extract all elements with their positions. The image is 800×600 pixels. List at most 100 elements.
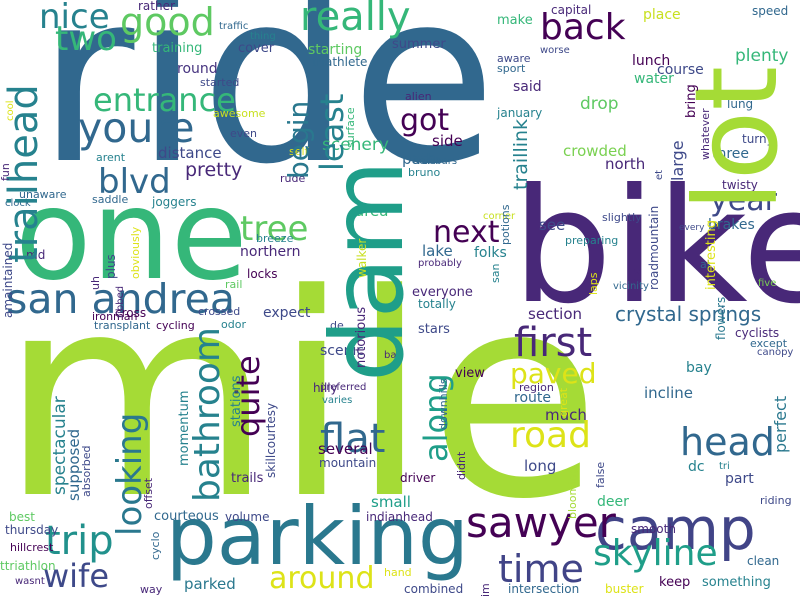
word: mountain (319, 456, 377, 470)
word: much (545, 406, 587, 424)
word: odor (221, 318, 246, 331)
word-vertical: amaintained (1, 242, 15, 318)
word: triathlete (312, 55, 368, 69)
word: thing (250, 31, 276, 42)
word: next (433, 215, 500, 250)
word: bay (686, 360, 712, 376)
word-vertical: fun (0, 163, 12, 181)
word: courteous (154, 509, 219, 524)
word: path (402, 150, 437, 168)
word-vertical: false (594, 461, 607, 488)
word: keep (659, 575, 691, 590)
word: got (400, 103, 450, 138)
word-vertical: momentum (177, 390, 192, 466)
word: combined (404, 582, 464, 596)
word: breeze (256, 232, 294, 245)
word: bad (384, 350, 403, 361)
word-vertical: im (479, 583, 492, 597)
word-vertical: plus (104, 254, 118, 279)
word: hilly (313, 381, 338, 395)
word: head (680, 420, 775, 464)
word: canopy (757, 347, 794, 358)
word: al (700, 258, 710, 271)
word: vicinity (613, 281, 649, 292)
word: varies (322, 395, 353, 406)
word: round (177, 61, 218, 77)
word-vertical: large (668, 140, 687, 181)
word-vertical: obviously (129, 226, 142, 279)
word: self (289, 145, 309, 158)
word-vertical: uh (89, 276, 102, 290)
word: small (371, 493, 411, 511)
word-vertical: et (654, 169, 665, 180)
word: around (269, 561, 375, 596)
word: cover (238, 41, 275, 56)
word: several (318, 440, 373, 458)
word: pretty (185, 159, 243, 181)
word: three (712, 146, 750, 162)
word-vertical: roadmountain (647, 205, 661, 290)
word: alien (405, 90, 432, 103)
word: training (152, 41, 203, 56)
word: make (497, 13, 533, 28)
word: expect (263, 305, 311, 321)
word: summer (392, 37, 446, 52)
word: bruno (408, 166, 441, 179)
word: blvd (98, 162, 171, 202)
word-vertical: walker (355, 238, 369, 278)
word: north (605, 155, 646, 173)
word: preparing (565, 234, 619, 247)
word-vertical: perfect (771, 395, 790, 453)
word: cross (115, 306, 147, 320)
word: transplant (94, 319, 151, 332)
word-vertical: whatever (699, 108, 712, 160)
word: hand (384, 566, 412, 579)
word: hillcrest (10, 541, 54, 554)
word: stars (418, 322, 450, 337)
word: everyone (412, 285, 473, 300)
word: crossed (198, 305, 241, 318)
word: section (528, 305, 583, 323)
word: entrance (93, 81, 236, 119)
word: wife (43, 557, 110, 595)
word: thursday (5, 523, 59, 537)
word: joggers (152, 195, 197, 209)
word: tri (719, 461, 730, 472)
word: locks (247, 267, 278, 281)
word: starting (308, 42, 363, 58)
word-vertical: cool (5, 100, 16, 121)
word: speed (752, 4, 789, 18)
word: youre (78, 104, 195, 152)
word: cyclists (735, 326, 780, 340)
word: part (725, 471, 754, 487)
word-vertical: bring (684, 84, 699, 118)
word: route (514, 390, 551, 406)
word: md (26, 248, 46, 262)
word-vertical: didnt (455, 451, 468, 480)
word-vertical: bathroom (187, 327, 228, 502)
word: corner (483, 211, 516, 222)
word: said (513, 79, 542, 95)
word-vertical: looking (110, 412, 150, 536)
word: traffic (219, 21, 249, 32)
word-vertical: san (489, 263, 502, 283)
word: crystal springs (615, 302, 762, 326)
word-vertical: blooming (566, 467, 579, 519)
word: first (514, 320, 593, 366)
word-vertical: laps (587, 272, 600, 295)
word: dc (688, 459, 705, 475)
word: awesome (213, 107, 266, 120)
word: time (498, 547, 584, 591)
word: parked (184, 575, 236, 593)
word-vertical: sic (630, 268, 643, 283)
word: sawyer (466, 498, 616, 547)
word: deer (597, 494, 629, 510)
word: parking (166, 490, 469, 583)
word: smooth (631, 522, 676, 536)
word: ttriathlon (0, 559, 56, 573)
word-vertical: interesting (704, 220, 719, 290)
word: every (679, 223, 705, 233)
word-vertical: begin (282, 100, 315, 179)
word: except (750, 337, 788, 350)
word: riding (760, 494, 792, 507)
